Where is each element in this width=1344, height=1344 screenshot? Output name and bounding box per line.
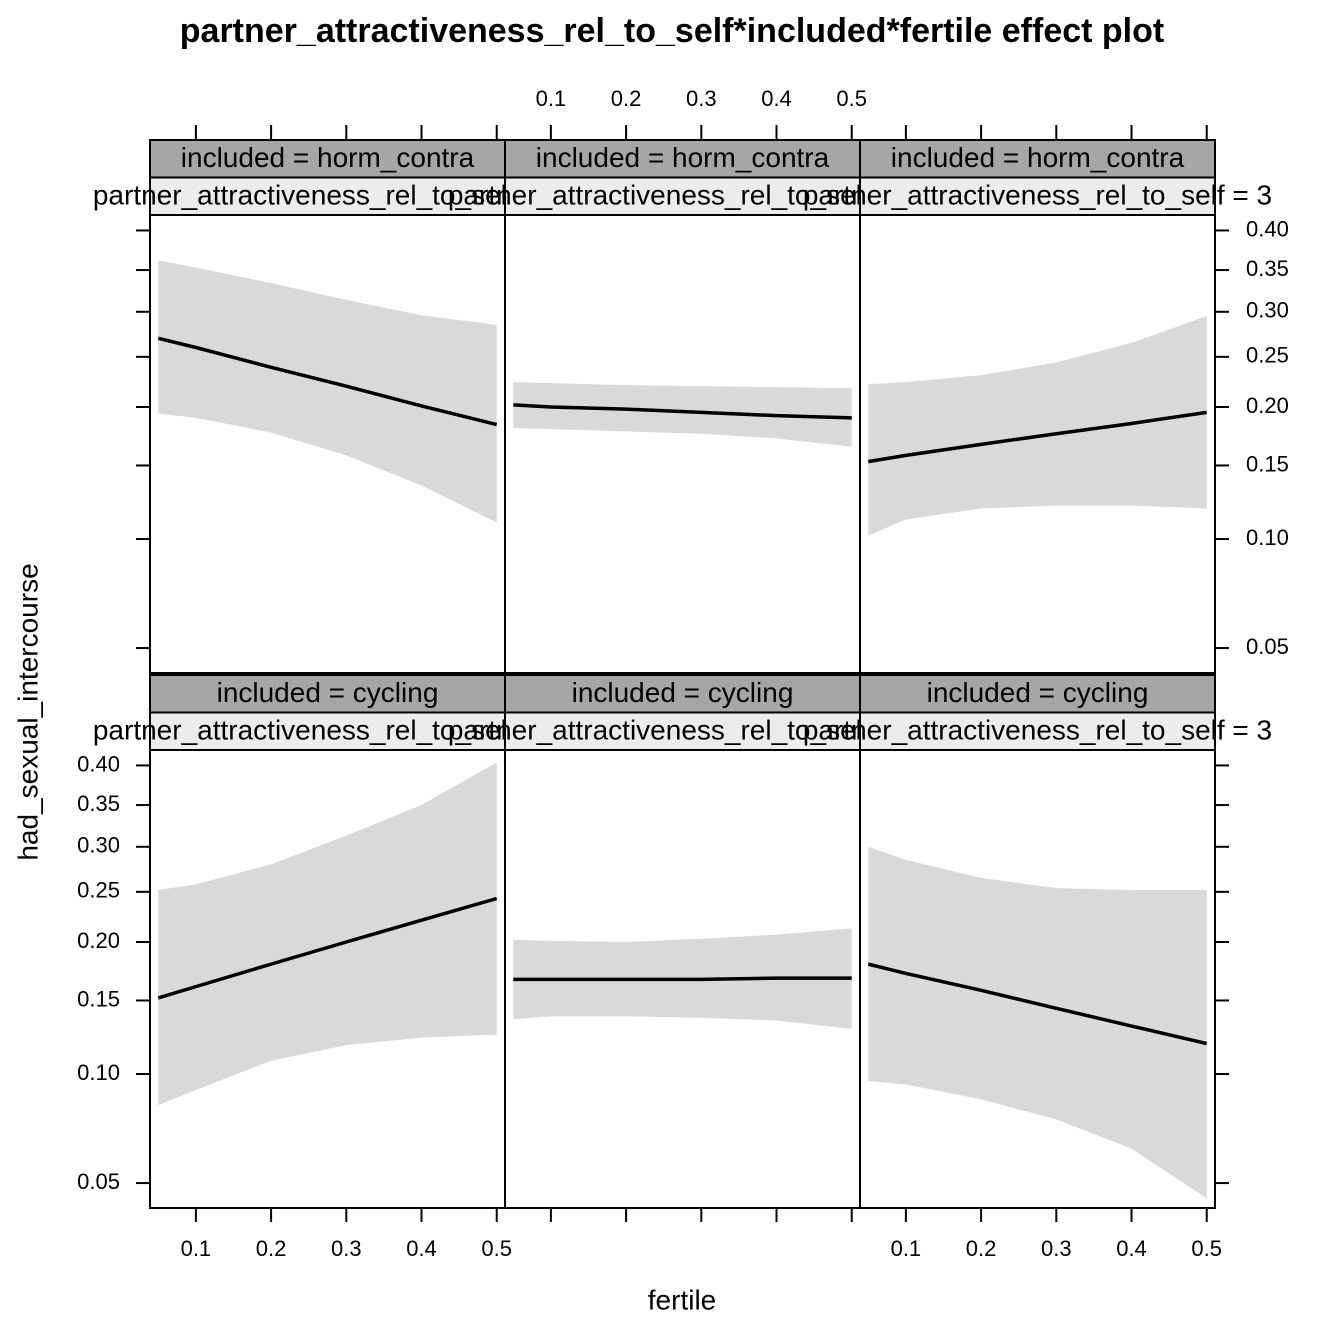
strip-label: included = cycling xyxy=(217,677,439,708)
confidence-band xyxy=(868,846,1207,1199)
confidence-band xyxy=(158,260,497,523)
strip-label: partner_attractiveness_rel_to_self = 1 xyxy=(93,180,562,211)
y-tick-label: 0.20 xyxy=(77,928,120,953)
panel-background xyxy=(505,215,860,673)
strip xyxy=(859,711,1216,751)
strip xyxy=(859,674,1216,714)
y-tick-label: 0.10 xyxy=(1246,525,1289,550)
confidence-band xyxy=(158,762,497,1106)
y-tick-label: 0.30 xyxy=(1246,298,1289,323)
y-tick-label: 0.05 xyxy=(77,1169,120,1194)
fit-line xyxy=(513,976,852,982)
strip-label: included = cycling xyxy=(927,677,1149,708)
strip-label: partner_attractiveness_rel_to_self = 1 xyxy=(93,715,562,746)
strip-label: partner_attractiveness_rel_to_self = 3 xyxy=(803,715,1272,746)
strip-label: included = cycling xyxy=(572,677,794,708)
fit-line xyxy=(867,962,1208,1046)
x-tick-label: 0.1 xyxy=(181,1236,212,1261)
strip-label: partner_attractiveness_rel_to_self = 3 xyxy=(803,180,1272,211)
y-tick-label: 0.05 xyxy=(1246,634,1289,659)
strip xyxy=(504,176,861,216)
x-tick-label: 0.4 xyxy=(761,86,792,111)
strip-label: included = horm_contra xyxy=(181,142,475,173)
y-tick-label: 0.40 xyxy=(77,751,120,776)
strip xyxy=(859,176,1216,216)
x-tick-label: 0.5 xyxy=(481,1236,512,1261)
confidence-band xyxy=(868,316,1207,536)
y-tick-label: 0.35 xyxy=(77,791,120,816)
y-tick-label: 0.40 xyxy=(1246,216,1289,241)
strip xyxy=(504,711,861,751)
y-tick-label: 0.30 xyxy=(77,833,120,858)
x-tick-label: 0.2 xyxy=(611,86,642,111)
fit-line xyxy=(867,410,1207,464)
fit-line xyxy=(157,896,498,1000)
y-tick-label: 0.35 xyxy=(1246,256,1289,281)
y-tick-label: 0.15 xyxy=(1246,451,1289,476)
strip-label: included = horm_contra xyxy=(536,142,830,173)
x-tick-label: 0.1 xyxy=(891,1236,922,1261)
x-tick-label: 0.2 xyxy=(256,1236,287,1261)
y-tick-label: 0.25 xyxy=(1246,343,1289,368)
fit-line xyxy=(157,336,498,427)
x-tick-label: 0.3 xyxy=(1041,1236,1072,1261)
strip xyxy=(149,176,506,216)
y-tick-label: 0.15 xyxy=(77,986,120,1011)
y-tick-label: 0.20 xyxy=(1246,393,1289,418)
confidence-band xyxy=(513,382,852,447)
y-tick-label: 0.25 xyxy=(77,878,120,903)
y-tick-label: 0.10 xyxy=(77,1060,120,1085)
strip-label: partner_attractiveness_rel_to_self = 2 xyxy=(448,715,917,746)
fit-line xyxy=(513,403,852,420)
x-tick-label: 0.5 xyxy=(1191,1236,1222,1261)
x-tick-label: 0.2 xyxy=(966,1236,997,1261)
strip xyxy=(149,711,506,751)
y-axis-label: had_sexual_intercourse xyxy=(12,563,43,860)
x-tick-label: 0.1 xyxy=(536,86,567,111)
x-tick-label: 0.4 xyxy=(406,1236,437,1261)
strip-label: partner_attractiveness_rel_to_self = 2 xyxy=(448,180,917,211)
x-tick-label: 0.4 xyxy=(1116,1236,1147,1261)
x-tick-label: 0.3 xyxy=(331,1236,362,1261)
x-tick-label: 0.3 xyxy=(686,86,717,111)
x-tick-label: 0.5 xyxy=(836,86,867,111)
chart-title: partner_attractiveness_rel_to_self*inclu… xyxy=(180,12,1164,50)
strip-label: included = horm_contra xyxy=(891,142,1185,173)
x-axis-label: fertile xyxy=(648,1284,716,1315)
